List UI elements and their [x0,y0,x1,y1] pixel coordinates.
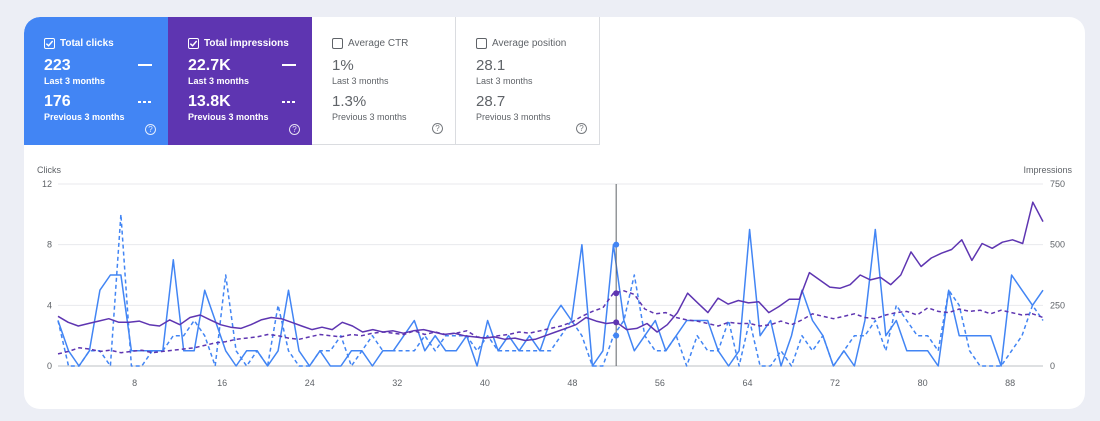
x-tick-label: 8 [132,378,137,388]
tile-total-impressions[interactable]: Total impressions 22.7K Last 3 months 13… [168,17,312,145]
tile-value: 28.1 [476,57,506,74]
solid-line-legend-icon [138,64,152,66]
right-tick-label: 500 [1050,240,1065,250]
left-tick-label: 4 [47,300,52,310]
help-icon[interactable]: ? [432,123,443,134]
performance-chart[interactable]: Clicks Impressions 0 0 4 250 8 500 12 750 8 16 24 3… [24,17,1085,409]
tile-label: Average CTR [348,37,409,49]
tile-total-clicks[interactable]: Total clicks 223 Last 3 months 176 Previ… [24,17,168,145]
tile-label: Total clicks [60,37,114,49]
series-line-right-solid [57,201,1044,342]
tile-period: Last 3 months [44,76,106,86]
x-tick-label: 24 [305,378,315,388]
series-line-left-dashed [57,213,1044,367]
right-tick-label: 0 [1050,361,1055,371]
chart-ticks: 0 0 4 250 8 500 12 750 8 16 24 32 40 48 56 64 72 80 88 [42,179,1065,388]
tile-value: 1% [332,57,354,74]
tile-header: Total impressions [188,37,312,49]
x-tick-label: 32 [392,378,402,388]
series-line-left-solid [57,228,1044,367]
x-tick-label: 16 [217,378,227,388]
checkbox-checked-icon[interactable] [44,37,55,49]
tile-label: Total impressions [204,37,289,49]
x-tick-label: 48 [567,378,577,388]
hover-point [613,241,620,248]
checkbox-unchecked-icon[interactable] [332,37,343,49]
tile-period: Last 3 months [188,76,250,86]
x-tick-label: 40 [480,378,490,388]
tile-prev-value: 1.3% [332,93,367,110]
tile-average-ctr[interactable]: Average CTR 1% Last 3 months 1.3% Previo… [312,17,456,145]
x-tick-label: 64 [742,378,752,388]
left-tick-label: 12 [42,179,52,189]
tile-period: Last 3 months [476,76,533,86]
solid-line-legend-icon [282,64,296,66]
tile-prev-period: Previous 3 months [476,112,551,122]
metric-tiles: Total clicks 223 Last 3 months 176 Previ… [24,17,600,145]
hover-cursor [613,184,620,366]
tile-prev-value: 176 [44,93,71,110]
dashed-line-legend-icon [282,101,296,103]
chart-grid [58,183,1043,367]
hover-point [613,332,620,339]
right-tick-label: 250 [1050,300,1065,310]
help-icon[interactable]: ? [289,124,300,135]
checkbox-checked-icon[interactable] [188,37,199,49]
tile-average-position[interactable]: Average position 28.1 Last 3 months 28.7… [456,17,600,145]
tile-value: 223 [44,57,71,74]
tile-period: Last 3 months [332,76,389,86]
tile-header: Average CTR [332,37,455,49]
tile-prev-value: 13.8K [188,93,231,110]
checkbox-unchecked-icon[interactable] [476,37,487,49]
help-icon[interactable]: ? [145,124,156,135]
right-tick-label: 750 [1050,179,1065,189]
tile-prev-value: 28.7 [476,93,506,110]
tile-prev-period: Previous 3 months [332,112,407,122]
help-icon[interactable]: ? [576,123,587,134]
x-tick-label: 88 [1005,378,1015,388]
series-line-right-dashed [57,290,1044,355]
x-tick-label: 72 [830,378,840,388]
tile-prev-period: Previous 3 months [44,112,125,122]
hover-point [613,290,620,297]
tile-value: 22.7K [188,57,231,74]
hover-point [613,319,620,326]
tile-header: Total clicks [44,37,168,49]
x-tick-label: 80 [918,378,928,388]
left-tick-label: 0 [47,361,52,371]
dashed-line-legend-icon [138,101,152,103]
tile-header: Average position [476,37,599,49]
chart-series [57,201,1044,367]
left-axis-label: Clicks [37,165,61,175]
tile-label: Average position [492,37,567,49]
x-tick-label: 56 [655,378,665,388]
performance-card: Total clicks 223 Last 3 months 176 Previ… [24,17,1085,409]
right-axis-label: Impressions [1023,165,1072,175]
left-tick-label: 8 [47,240,52,250]
tile-prev-period: Previous 3 months [188,112,269,122]
